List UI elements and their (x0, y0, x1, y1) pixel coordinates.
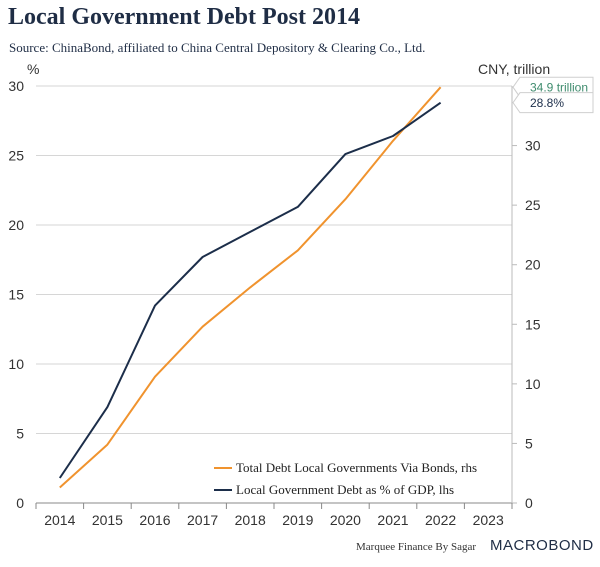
x-tick-label: 2015 (92, 512, 123, 528)
legend: Total Debt Local Governments Via Bonds, … (214, 460, 477, 497)
end-value-label: 28.8% (530, 96, 564, 110)
series-lines (58, 86, 442, 489)
left-tick-label: 0 (16, 495, 24, 511)
x-tick-label: 2022 (425, 512, 456, 528)
x-tick-label: 2016 (139, 512, 170, 528)
gridlines (36, 85, 512, 434)
right-tick-label: 0 (525, 495, 533, 511)
left-tick-label: 30 (8, 78, 24, 94)
right-tick-label: 20 (525, 257, 541, 273)
left-axis-unit: % (27, 61, 39, 77)
x-tick-label: 2020 (330, 512, 361, 528)
x-tick-label: 2023 (473, 512, 504, 528)
legend-label: Local Government Debt as % of GDP, lhs (236, 482, 454, 497)
left-tick-label: 25 (8, 148, 24, 164)
x-tick-label: 2014 (44, 512, 75, 528)
right-tick-label: 5 (525, 435, 533, 451)
end-value-flag (512, 92, 594, 114)
end-value-label: 34.9 trillion (530, 81, 588, 95)
left-tick-label: 20 (8, 217, 24, 233)
chart-title: Local Government Debt Post 2014 (8, 4, 360, 30)
right-tick-label: 25 (525, 197, 541, 213)
x-tick-label: 2021 (377, 512, 408, 528)
series-line (59, 86, 442, 489)
chart-subtitle: Source: ChinaBond, affiliated to China C… (9, 40, 426, 55)
axis-labels: 0 5 10 15 20 25 30 0 5 10 15 20 25 30 2014 2015 2016 2017… (8, 61, 550, 528)
left-tick-label: 5 (16, 426, 24, 442)
macrobond-logo: MACROBOND (490, 537, 594, 554)
x-tick-label: 2019 (282, 512, 313, 528)
x-tick-label: 2018 (235, 512, 266, 528)
x-tick-label: 2017 (187, 512, 218, 528)
right-tick-label: 30 (525, 138, 541, 154)
right-tick-label: 10 (525, 376, 541, 392)
footer-credit: Marquee Finance By Sagar (356, 541, 477, 553)
series-line (58, 101, 442, 479)
legend-label: Total Debt Local Governments Via Bonds, … (236, 460, 477, 475)
axes (35, 86, 517, 509)
right-tick-label: 15 (525, 316, 541, 332)
right-axis-unit: CNY, trillion (478, 61, 550, 77)
left-tick-label: 10 (8, 356, 24, 372)
left-tick-label: 15 (8, 287, 24, 303)
